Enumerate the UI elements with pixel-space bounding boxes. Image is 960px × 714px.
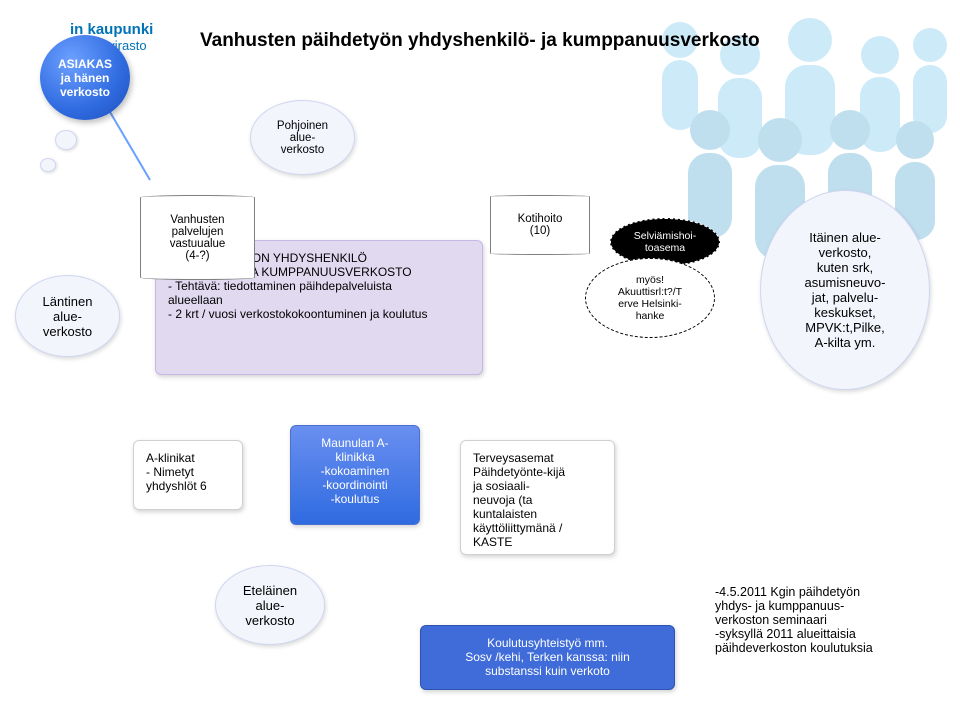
node-lantinen-label: Läntinen alue- verkosto [43,294,93,339]
node-kotihoito: Kotihoito (10) [490,195,590,255]
node-terveysasemat-label: Terveysasemat Päihdetyönte-kijä ja sosia… [473,451,602,549]
node-etelainen: Eteläinen alue- verkosto [215,565,325,645]
node-koulutus: Koulutusyhteistyö mm. Sosv /kehi, Terken… [420,625,675,690]
node-pohjoinen-label: Pohjoinen alue- verkosto [277,120,328,156]
node-aklinikat: A-klinikat - Nimetyt yhdyshlöt 6 [133,440,243,510]
node-asiakas: ASIAKAS ja hänen verkosto [40,35,130,120]
node-akuutti-label: myös! Akuuttisrl:t?/T erve Helsinki- han… [618,274,682,322]
node-itainen: Itäinen alue- verkosto, kuten srk, asumi… [760,190,930,390]
node-lantinen: Läntinen alue- verkosto [15,275,120,357]
decoration-circle-1 [55,130,77,150]
node-vastuualue-label: Vanhusten palvelujen vastuualue (4-?) [170,214,226,262]
node-asiakas-label: ASIAKAS ja hänen verkosto [58,57,112,99]
node-terveysasemat: Terveysasemat Päihdetyönte-kijä ja sosia… [460,440,615,555]
decoration-circle-2 [40,158,56,172]
node-pohjoinen: Pohjoinen alue- verkosto [250,100,355,175]
node-maunulan: Maunulan A- klinikka -kokoaminen -koordi… [290,425,420,525]
node-selviamis-label: Selviämishoi- toasema [634,230,696,254]
page-title: Vanhusten päihdetyön yhdyshenkilö- ja ku… [200,30,760,52]
node-maunulan-label: Maunulan A- klinikka -kokoaminen -koordi… [303,436,407,506]
node-etelainen-label: Eteläinen alue- verkosto [243,583,297,628]
node-aklinikat-label: A-klinikat - Nimetyt yhdyshlöt 6 [146,451,230,493]
node-itainen-label: Itäinen alue- verkosto, kuten srk, asumi… [805,230,886,350]
node-akuutti: myös! Akuuttisrl:t?/T erve Helsinki- han… [585,258,715,338]
notes-text: -4.5.2011 Kgin päihdetyön yhdys- ja kump… [715,585,945,655]
node-koulutus-label: Koulutusyhteistyö mm. Sosv /kehi, Terken… [433,636,662,678]
node-vastuualue: Vanhusten palvelujen vastuualue (4-?) [140,195,255,280]
node-kotihoito-label: Kotihoito (10) [518,213,563,237]
